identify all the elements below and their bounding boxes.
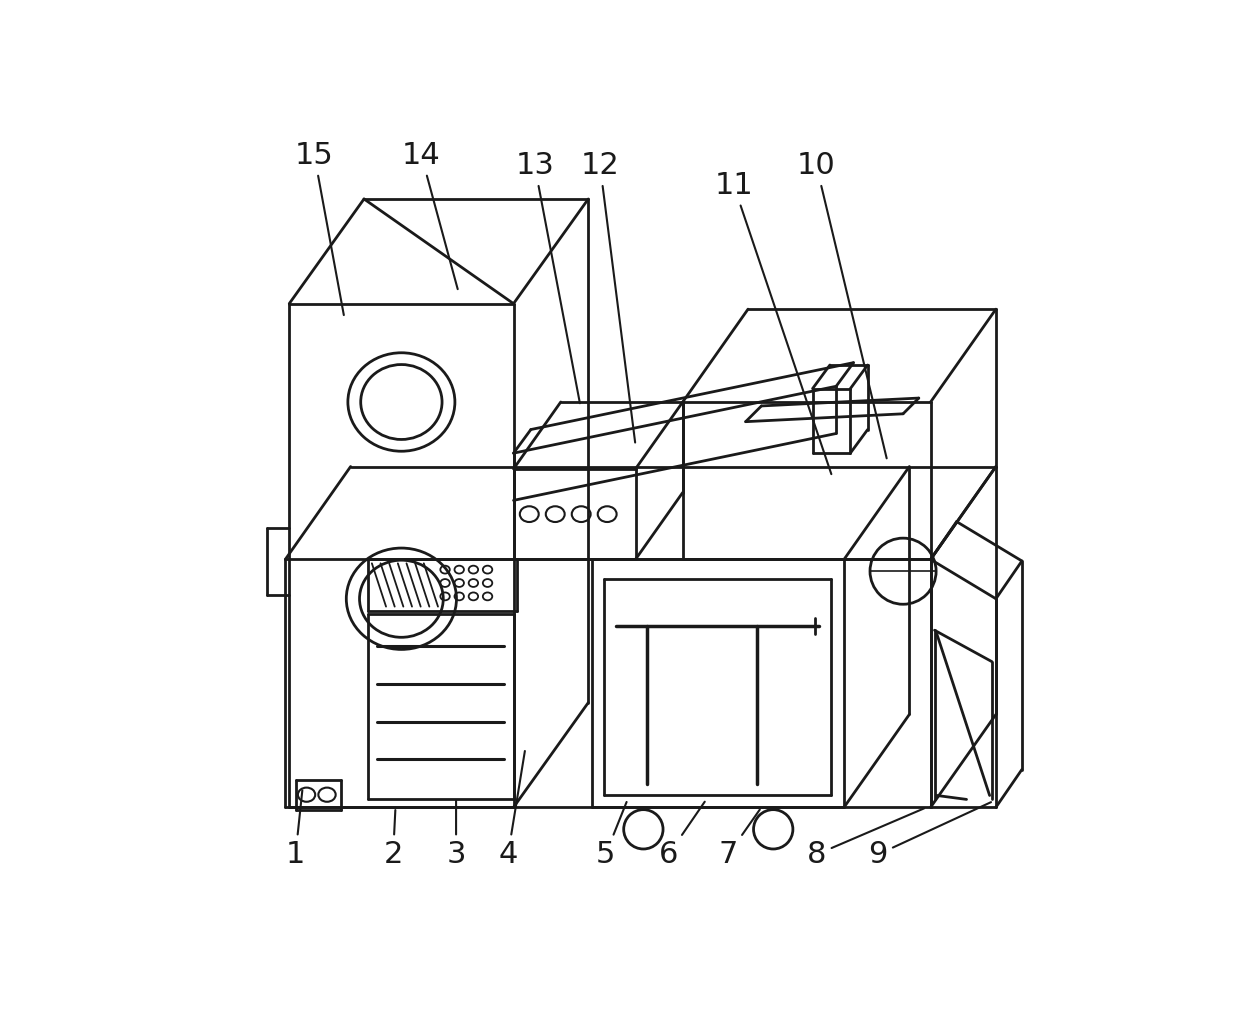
Text: 3: 3 bbox=[446, 800, 466, 869]
Text: 4: 4 bbox=[498, 751, 525, 869]
Text: 7: 7 bbox=[719, 809, 760, 869]
Text: 12: 12 bbox=[580, 151, 635, 443]
Text: 9: 9 bbox=[868, 802, 991, 869]
Text: 15: 15 bbox=[295, 141, 343, 315]
Text: 10: 10 bbox=[797, 151, 887, 458]
Text: 2: 2 bbox=[383, 810, 403, 869]
Text: 13: 13 bbox=[516, 151, 580, 404]
Text: 11: 11 bbox=[714, 171, 831, 474]
Text: 14: 14 bbox=[402, 141, 458, 289]
Text: 5: 5 bbox=[596, 802, 626, 869]
Text: 8: 8 bbox=[807, 808, 924, 869]
Text: 1: 1 bbox=[286, 790, 305, 869]
Text: 6: 6 bbox=[658, 801, 704, 869]
